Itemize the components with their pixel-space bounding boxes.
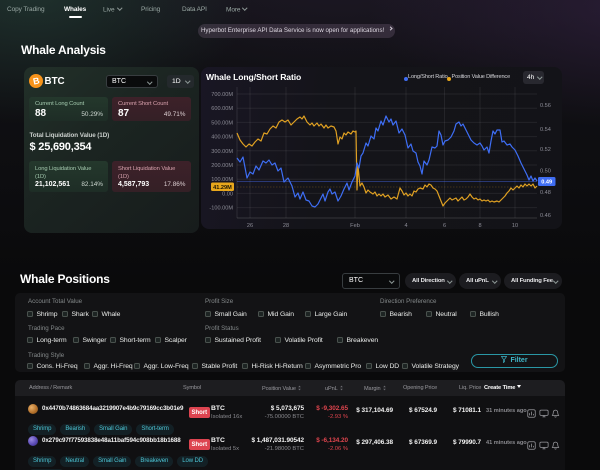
svg-text:28: 28 <box>283 223 289 228</box>
svg-text:100.00M: 100.00M <box>211 177 233 183</box>
svg-text:0.49: 0.49 <box>541 180 552 186</box>
svg-text:0.50: 0.50 <box>540 169 551 175</box>
svg-text:0.46: 0.46 <box>540 213 551 219</box>
svg-text:400.00M: 400.00M <box>211 135 233 141</box>
svg-text:26: 26 <box>247 223 253 228</box>
svg-text:10: 10 <box>512 223 518 228</box>
svg-text:-100.00M: -100.00M <box>209 206 233 212</box>
svg-text:0.56: 0.56 <box>540 103 551 109</box>
svg-text:0.52: 0.52 <box>540 147 551 153</box>
svg-text:0.48: 0.48 <box>540 190 551 196</box>
svg-text:6: 6 <box>443 223 446 228</box>
svg-text:700.00M: 700.00M <box>211 92 233 98</box>
svg-text:300.00M: 300.00M <box>211 149 233 155</box>
svg-text:600.00M: 600.00M <box>211 106 233 112</box>
svg-text:41.29M: 41.29M <box>213 185 232 191</box>
svg-text:4: 4 <box>404 223 407 228</box>
svg-text:8: 8 <box>478 223 481 228</box>
svg-text:200.00M: 200.00M <box>211 163 233 169</box>
svg-text:Feb: Feb <box>350 223 360 228</box>
svg-text:0.54: 0.54 <box>540 127 551 133</box>
svg-text:500.00M: 500.00M <box>211 120 233 126</box>
svg-text:0.00: 0.00 <box>222 191 233 197</box>
